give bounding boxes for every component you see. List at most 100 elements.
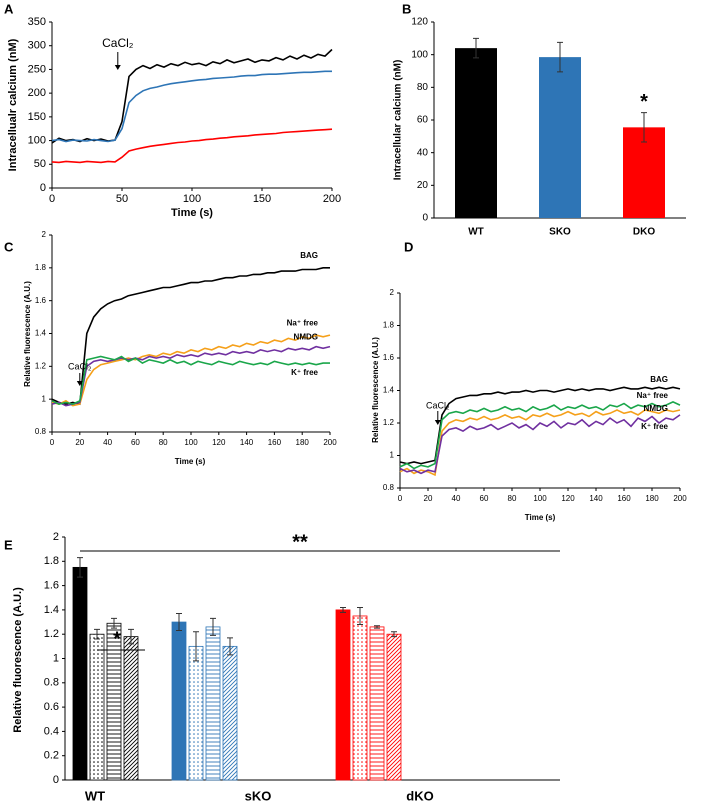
- annotation: CaCl₂: [68, 361, 92, 371]
- y-tick-label: 80: [417, 82, 429, 93]
- error-bar: [210, 617, 216, 636]
- panel-letter: E: [4, 537, 13, 552]
- y-axis-title: Intracellular calcium (nM): [393, 60, 404, 181]
- y-tick-label: 150: [28, 111, 46, 123]
- annotation-arrowhead: [76, 381, 83, 386]
- error-bar: [77, 557, 83, 578]
- x-tick-label: 100: [184, 438, 198, 447]
- y-tick-label: 1.6: [44, 580, 59, 592]
- bar: [386, 633, 402, 781]
- error-bar: [176, 613, 182, 632]
- series-label: BAG: [650, 375, 668, 384]
- y-tick-label: 350: [28, 16, 46, 28]
- panel-letter: A: [4, 1, 14, 16]
- panel-letter: C: [4, 239, 14, 254]
- y-tick-label: 2: [42, 230, 47, 239]
- bar: [188, 645, 204, 781]
- y-axis-title: Relative fluorescence (A.U.): [12, 587, 24, 733]
- error-bar: [473, 37, 479, 59]
- x-tick-label: sKO: [245, 788, 272, 803]
- x-axis-title: Time (s): [175, 457, 206, 466]
- error-bar: [340, 606, 346, 613]
- y-tick-label: 120: [411, 17, 428, 28]
- x-tick-label: dKO: [406, 788, 433, 803]
- y-tick-label: 1.8: [44, 555, 59, 567]
- series-line: [399, 386, 681, 465]
- x-tick-label: 140: [589, 494, 603, 503]
- y-tick-label: 0: [422, 213, 428, 224]
- error-bar: [357, 606, 363, 625]
- error-bar: [641, 112, 647, 143]
- y-axis-title: Relative fluorescence (A.U.): [23, 281, 32, 387]
- y-tick-label: 0.8: [35, 427, 47, 436]
- y-tick-label: 0: [53, 774, 59, 786]
- y-tick-label: 100: [411, 49, 428, 60]
- series-label: BAG: [300, 251, 318, 260]
- series-line: [51, 334, 331, 407]
- y-tick-label: 0.8: [383, 483, 395, 492]
- bar: [335, 609, 351, 781]
- x-tick-label: 120: [561, 494, 575, 503]
- y-tick-label: 2: [390, 288, 395, 297]
- x-tick-label: 150: [253, 193, 271, 205]
- series-line: [51, 128, 333, 164]
- y-tick-label: 50: [34, 158, 46, 170]
- y-tick-label: 0: [40, 182, 46, 194]
- series-label: NMDG: [294, 333, 318, 342]
- y-tick-label: 1.4: [35, 329, 47, 338]
- x-tick-label: 140: [240, 438, 254, 447]
- series-line: [399, 409, 681, 477]
- x-tick-label: 0: [49, 193, 55, 205]
- x-tick-label: 80: [159, 438, 168, 447]
- bar: [123, 636, 139, 781]
- annotation: CaCl₂: [426, 400, 450, 410]
- y-tick-label: 0.4: [44, 725, 59, 737]
- annotation-arrowhead: [114, 65, 121, 70]
- error-bar: [374, 625, 380, 629]
- x-tick-label: DKO: [633, 227, 655, 238]
- y-tick-label: 1.8: [35, 263, 47, 272]
- bar: [205, 626, 221, 781]
- series-label: NMDG: [644, 404, 668, 413]
- y-tick-label: 1: [42, 394, 47, 403]
- x-tick-label: 200: [323, 193, 341, 205]
- y-axis-title: Intracellualr calcium (nM): [7, 38, 19, 171]
- x-tick-label: 50: [116, 193, 128, 205]
- y-tick-label: 1.2: [383, 418, 395, 427]
- x-tick-label: WT: [85, 788, 105, 803]
- panel-letter: D: [404, 239, 413, 254]
- y-axis-title: Relative fluorescence (A.U.): [371, 337, 380, 443]
- y-tick-label: 1.2: [44, 628, 59, 640]
- y-tick-label: 300: [28, 40, 46, 52]
- error-bar: [193, 631, 199, 662]
- annotation: *: [113, 628, 121, 650]
- y-tick-label: 1.4: [44, 604, 59, 616]
- x-tick-label: 0: [398, 494, 403, 503]
- x-tick-label: 200: [673, 494, 687, 503]
- x-tick-label: 40: [103, 438, 112, 447]
- bar: [455, 48, 497, 219]
- y-tick-label: 1.6: [35, 296, 47, 305]
- bar: [352, 615, 368, 781]
- annotation: *: [640, 91, 648, 113]
- bar: [222, 645, 238, 781]
- y-tick-label: 1: [53, 652, 59, 664]
- series-label: K⁺ free: [641, 422, 668, 431]
- error-bar: [94, 628, 100, 640]
- y-tick-label: 0.6: [44, 701, 59, 713]
- y-tick-label: 100: [28, 134, 46, 146]
- x-tick-label: SKO: [549, 227, 571, 238]
- y-tick-label: 1.4: [383, 386, 395, 395]
- y-tick-label: 2: [53, 531, 59, 543]
- error-bar: [128, 628, 134, 645]
- series-label: K⁺ free: [291, 368, 318, 377]
- error-bar: [391, 631, 397, 638]
- x-tick-label: 40: [452, 494, 461, 503]
- y-tick-label: 40: [417, 147, 429, 158]
- x-tick-label: 100: [533, 494, 547, 503]
- series-line: [51, 70, 332, 143]
- y-tick-label: 60: [417, 115, 429, 126]
- y-tick-label: 1.6: [383, 353, 395, 362]
- series-line: [399, 414, 681, 475]
- x-tick-label: WT: [468, 227, 484, 238]
